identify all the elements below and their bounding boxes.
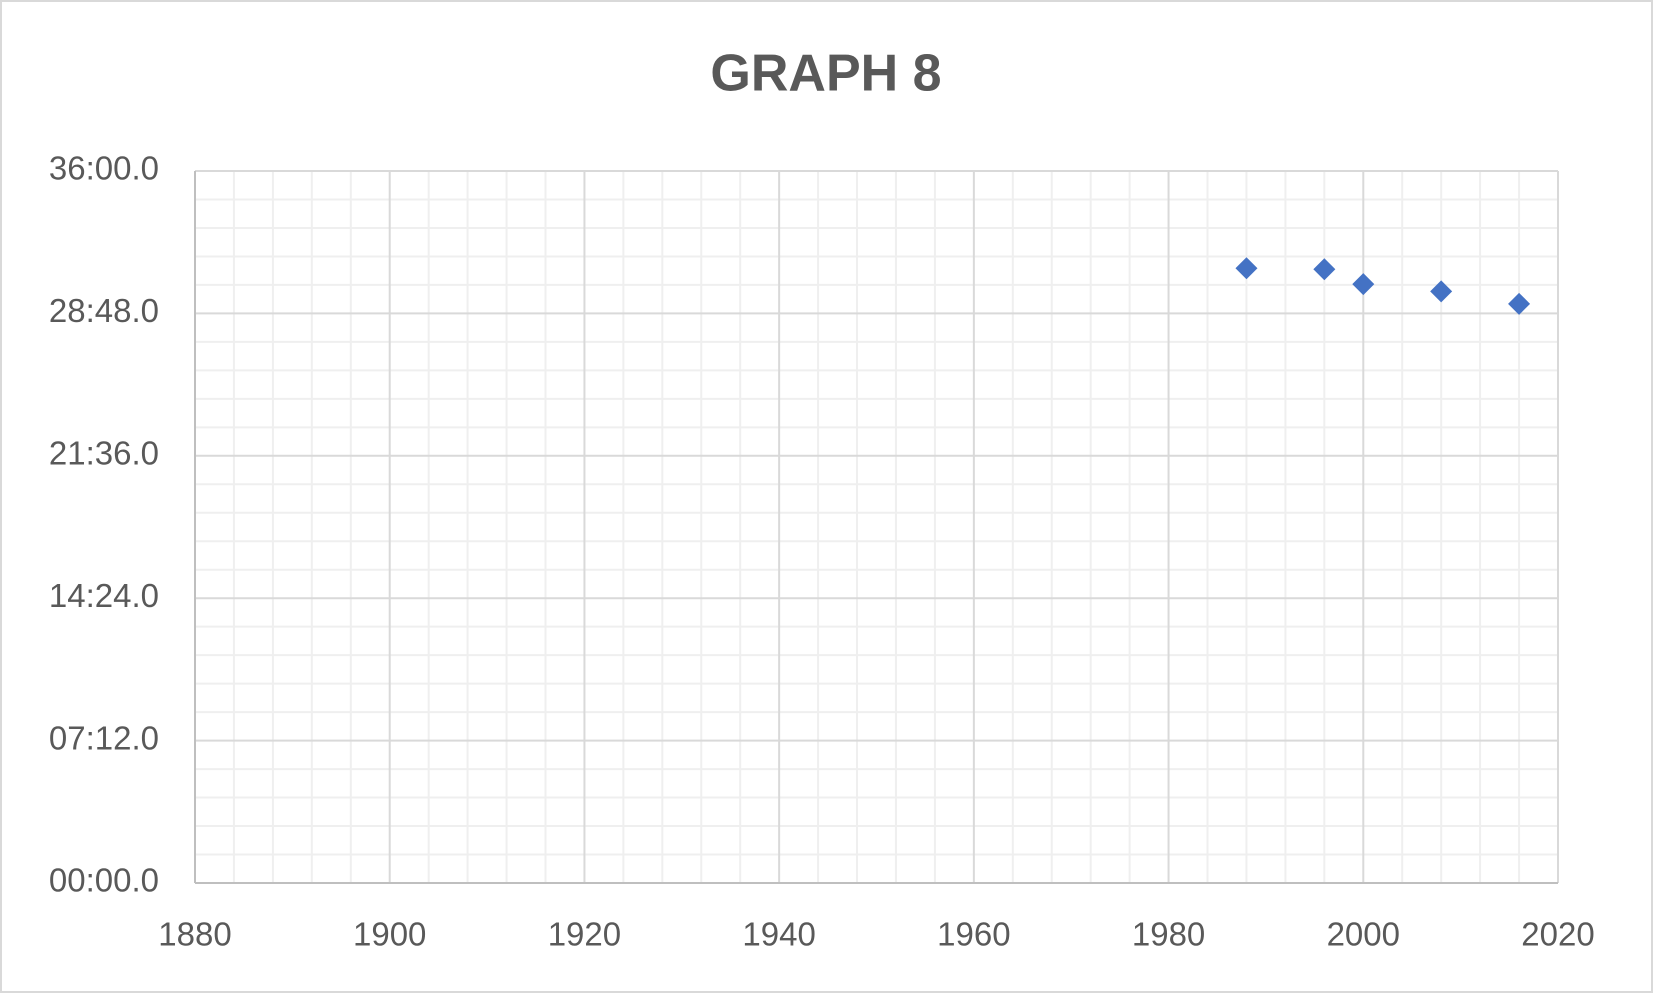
x-tick-label: 1880 [158, 916, 231, 953]
x-tick-label: 1980 [1132, 916, 1205, 953]
y-tick-label: 07:12.0 [49, 719, 159, 756]
x-tick-label: 1920 [548, 916, 621, 953]
y-tick-label: 00:00.0 [49, 862, 159, 899]
chart-title: GRAPH 8 [710, 45, 941, 103]
y-tick-label: 28:48.0 [49, 292, 159, 329]
x-tick-label: 2000 [1327, 916, 1400, 953]
y-tick-label: 21:36.0 [49, 435, 159, 472]
point [1235, 257, 1258, 280]
x-tick-label: 1940 [742, 916, 815, 953]
x-tick-label: 1900 [353, 916, 426, 953]
x-tick-label: 1960 [937, 916, 1010, 953]
point [1508, 292, 1531, 315]
x-tick-label: 2020 [1521, 916, 1594, 953]
y-tick-label: 36:00.0 [49, 150, 159, 187]
point [1430, 280, 1453, 303]
point [1313, 258, 1336, 281]
point [1352, 273, 1375, 296]
y-tick-label: 14:24.0 [49, 577, 159, 614]
